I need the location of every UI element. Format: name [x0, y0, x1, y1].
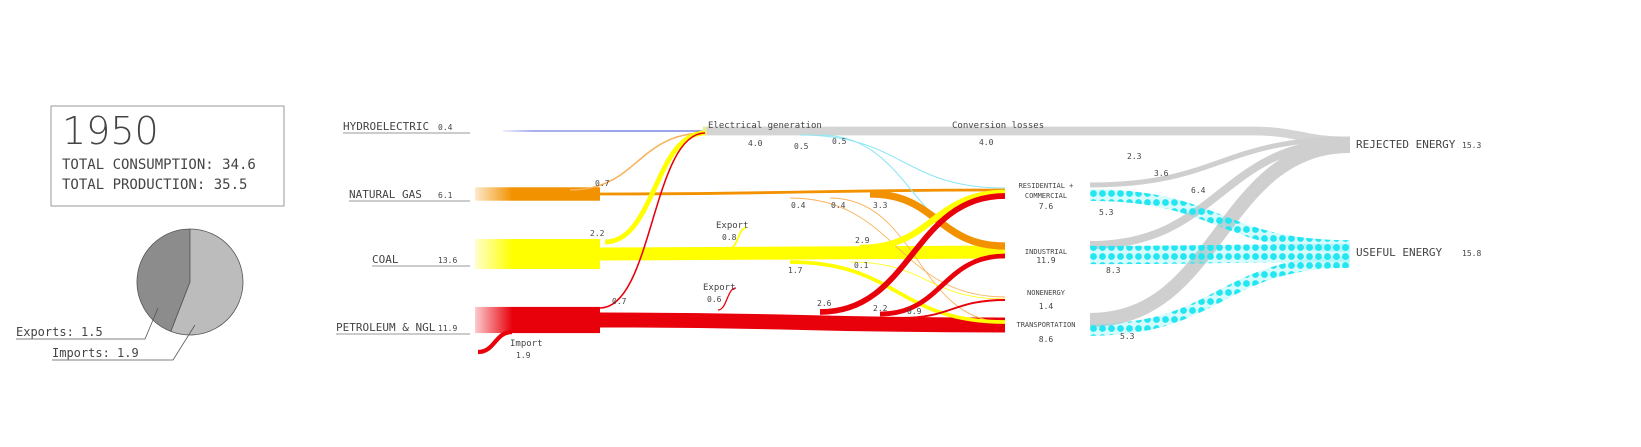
trade-name: Export — [716, 221, 749, 231]
pie-slice — [136, 228, 191, 332]
sector-name: NONENERGY — [1027, 289, 1066, 297]
sector-value: 7.6 — [1039, 202, 1054, 211]
year: 1950 — [62, 109, 159, 153]
output-name: USEFUL ENERGY — [1356, 246, 1442, 259]
summary-box — [50, 105, 285, 207]
trade-flow — [717, 287, 737, 311]
hub-value: 4.0 — [979, 138, 994, 147]
flow — [789, 260, 1006, 324]
flow — [829, 197, 1006, 323]
sector-value: 8.6 — [1039, 335, 1054, 344]
source-name: HYDROELECTRIC — [343, 120, 429, 133]
trade-value: 0.6 — [707, 295, 722, 304]
sector-value: 11.9 — [1036, 256, 1055, 265]
source-trunk — [475, 187, 600, 201]
flow-value: 5.3 — [1099, 208, 1114, 217]
sector-name: RESIDENTIAL + — [1019, 182, 1074, 190]
flow-value: 0.7 — [612, 297, 627, 306]
source-value: 13.6 — [438, 256, 457, 265]
source-name: COAL — [372, 253, 399, 266]
flow-value: 0.4 — [791, 201, 806, 210]
source-value: 11.9 — [438, 324, 457, 333]
flow-value: 8.3 — [1106, 266, 1121, 275]
output-name: REJECTED ENERGY — [1356, 138, 1456, 151]
flow-value: 2.2 — [873, 304, 888, 313]
conversion-losses-band — [705, 126, 1351, 146]
pie-label: Imports: 1.9 — [52, 346, 139, 360]
flow — [1089, 136, 1351, 188]
source-trunk — [503, 130, 600, 132]
sector-name: COMMERCIAL — [1025, 192, 1067, 200]
source-value: 6.1 — [438, 191, 453, 200]
flow-value: 0.1 — [854, 261, 869, 270]
flow — [1089, 256, 1351, 336]
leader-line — [16, 307, 159, 340]
trade-name: Import — [510, 339, 543, 349]
source-trunk — [475, 306, 600, 334]
flow — [879, 253, 1006, 317]
main-flow — [599, 312, 1006, 333]
total-consumption: TOTAL CONSUMPTION: 34.6 — [62, 157, 256, 173]
flow-value: 0.4 — [831, 201, 846, 210]
output-value: 15.3 — [1462, 141, 1481, 150]
flow-value: 0.5 — [794, 142, 809, 151]
pie-label: Exports: 1.5 — [16, 325, 103, 339]
flow-value: 2.9 — [855, 236, 870, 245]
source-name: NATURAL GAS — [349, 188, 422, 201]
sector-name: INDUSTRIAL — [1025, 248, 1067, 256]
flow-value: 2.6 — [817, 299, 832, 308]
total-production: TOTAL PRODUCTION: 35.5 — [62, 177, 247, 193]
flow — [1089, 189, 1351, 252]
output-value: 15.8 — [1462, 249, 1481, 258]
flow — [819, 193, 1006, 315]
main-flow — [599, 245, 1006, 261]
trade-flow — [729, 227, 747, 249]
flow-value: 0.9 — [907, 307, 922, 316]
flow-value: 3.3 — [873, 201, 888, 210]
trade-name: Export — [703, 283, 736, 293]
trade-value: 1.9 — [516, 351, 531, 360]
sector-value: 1.4 — [1039, 302, 1054, 311]
flow-value: 1.7 — [788, 266, 803, 275]
trade-flow — [477, 329, 513, 355]
pie-slice — [170, 228, 244, 336]
flow-value: 6.4 — [1191, 186, 1206, 195]
flow — [859, 189, 1006, 252]
flow-value: 3.6 — [1154, 169, 1169, 178]
flow — [789, 197, 1006, 298]
source-name: PETROLEUM & NGL — [336, 321, 436, 334]
flow — [899, 299, 1006, 319]
flow-value: 2.3 — [1127, 152, 1142, 161]
flow — [1089, 138, 1351, 328]
main-flow — [599, 188, 1006, 196]
trade-value: 0.8 — [722, 233, 737, 242]
source-value: 0.4 — [438, 123, 453, 132]
flow-value: 2.2 — [590, 229, 605, 238]
sector-name: TRANSPORTATION — [1016, 321, 1075, 329]
flow-value: 0.5 — [832, 137, 847, 146]
flow — [599, 132, 706, 309]
leader-line — [52, 324, 196, 361]
flow — [849, 261, 1006, 300]
hub-value: 4.0 — [748, 139, 763, 148]
flow-value: 5.3 — [1120, 332, 1135, 341]
hub-name: Electrical generation — [708, 121, 822, 131]
flow — [1089, 243, 1351, 265]
flow — [799, 134, 1006, 189]
flow — [569, 132, 706, 191]
flow — [604, 130, 706, 245]
flow-value: 0.7 — [595, 179, 610, 188]
source-trunk — [475, 239, 600, 269]
hub-name: Conversion losses — [952, 121, 1044, 131]
